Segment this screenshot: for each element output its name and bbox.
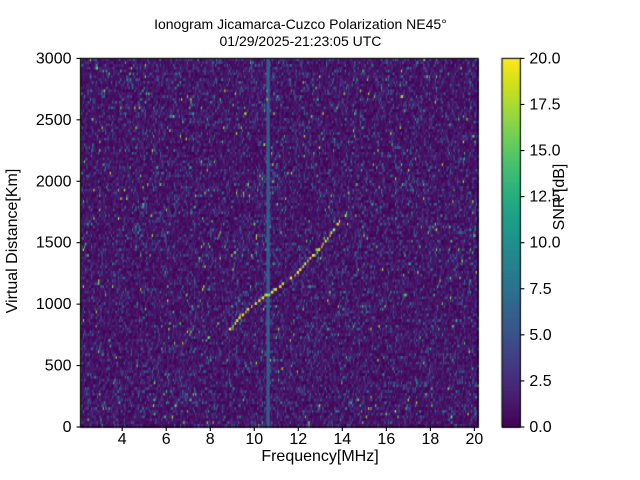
svg-text:1000: 1000: [36, 296, 72, 313]
svg-text:10: 10: [245, 431, 263, 448]
svg-text:4: 4: [118, 431, 127, 448]
svg-text:2.5: 2.5: [529, 373, 551, 390]
svg-text:0: 0: [63, 419, 72, 436]
svg-text:5.0: 5.0: [529, 327, 551, 344]
svg-text:2000: 2000: [36, 173, 72, 190]
svg-text:16: 16: [377, 431, 395, 448]
svg-text:2500: 2500: [36, 112, 72, 129]
svg-text:20: 20: [465, 431, 483, 448]
svg-text:3000: 3000: [36, 50, 72, 67]
svg-text:6: 6: [162, 431, 171, 448]
svg-text:7.5: 7.5: [529, 281, 551, 298]
svg-text:0.0: 0.0: [529, 419, 551, 436]
svg-text:18: 18: [421, 431, 439, 448]
svg-text:14: 14: [333, 431, 351, 448]
svg-text:8: 8: [206, 431, 215, 448]
svg-text:12: 12: [289, 431, 307, 448]
svg-text:500: 500: [45, 358, 72, 375]
svg-text:1500: 1500: [36, 235, 72, 252]
